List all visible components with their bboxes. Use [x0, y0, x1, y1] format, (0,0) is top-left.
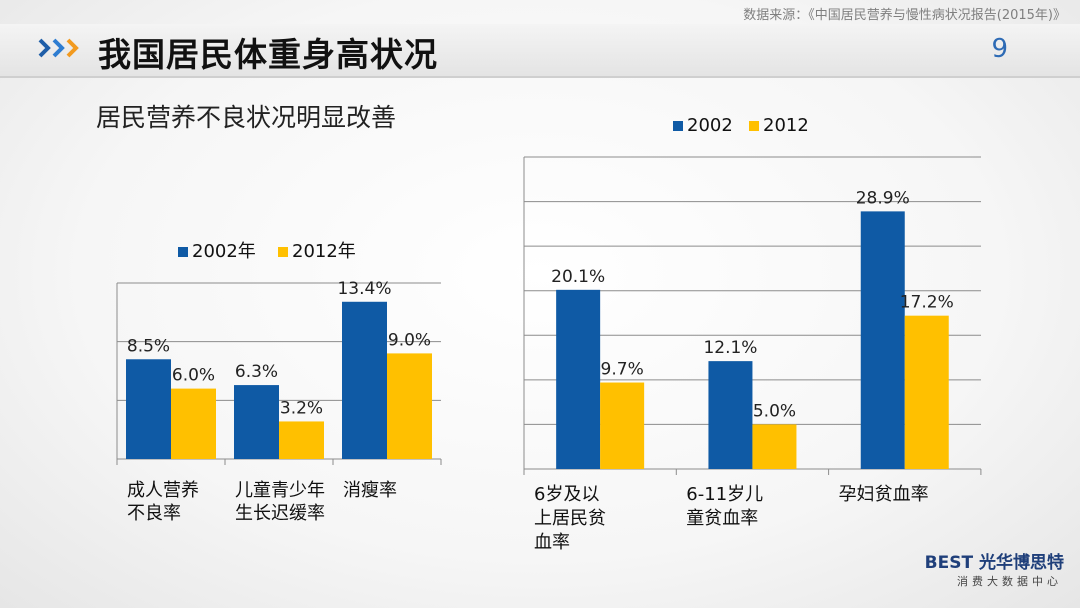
bar-2012年-3: [387, 353, 432, 459]
chevrons-icon: [38, 38, 79, 58]
bar-2002年-3: [342, 301, 387, 459]
logo-text: BEST 光华博思特: [925, 548, 1064, 573]
data-label: 20.1%: [551, 267, 605, 287]
data-label: 28.9%: [856, 188, 910, 208]
legend-swatch: [178, 247, 188, 257]
data-source-note: 数据来源：《中国居民营养与慢性病状况报告(2015年)》: [743, 8, 1066, 23]
category-label: 儿童青少年: [235, 480, 325, 501]
category-label: 孕妇贫血率: [839, 484, 929, 505]
bar-2012-1: [600, 382, 645, 469]
category-label: 上居民贫: [534, 508, 606, 529]
category-label: 消瘦率: [343, 480, 397, 501]
bar-2012-2: [752, 424, 797, 469]
category-label: 生长迟缓率: [235, 503, 325, 524]
page-title: 我国居民体重身高状况: [98, 35, 438, 74]
page-number: 9: [991, 34, 1008, 64]
logo-tagline: 消费大数据中心: [957, 575, 1062, 588]
category-label: 血率: [534, 532, 570, 553]
category-label: 成人营养: [127, 480, 199, 501]
legend-swatch: [278, 247, 288, 257]
slide-subtitle: 居民营养不良状况明显改善: [96, 103, 397, 132]
category-label: 不良率: [127, 503, 181, 524]
bar-2012-3: [904, 315, 949, 469]
data-label: 17.2%: [900, 293, 954, 313]
legend-swatch: [673, 121, 683, 131]
company-logo: BEST 光华博思特 消费大数据中心: [925, 548, 1064, 594]
bar-2012年-2: [279, 421, 324, 459]
bar-2002年-2: [234, 385, 279, 459]
bar-2002-1: [556, 289, 601, 469]
data-label: 13.4%: [337, 279, 391, 299]
data-label: 8.5%: [127, 336, 170, 356]
data-label: 3.2%: [280, 398, 323, 418]
data-label: 6.0%: [172, 366, 215, 386]
bar-2002-2: [708, 361, 753, 469]
bar-2002年-1: [126, 359, 171, 459]
data-label: 12.1%: [703, 338, 757, 358]
data-label: 5.0%: [753, 401, 796, 421]
legend-label: 2012年: [292, 241, 356, 262]
category-label: 6岁及以: [534, 484, 599, 505]
data-label: 6.3%: [235, 362, 278, 382]
data-label: 9.0%: [388, 330, 431, 350]
legend-label: 2002: [687, 115, 733, 136]
logo-brand-name: 光华博思特: [979, 553, 1064, 573]
logo-brand-mark: BEST: [924, 553, 974, 573]
legend-swatch: [749, 121, 759, 131]
data-label: 9.7%: [601, 360, 644, 380]
category-label: 6-11岁儿: [686, 484, 763, 505]
legend-label: 2002年: [192, 241, 256, 262]
bar-2012年-1: [171, 388, 216, 459]
header-band: [0, 24, 1080, 78]
category-label: 童贫血率: [686, 508, 758, 529]
bar-2002-3: [860, 211, 905, 469]
legend-label: 2012: [763, 115, 809, 136]
